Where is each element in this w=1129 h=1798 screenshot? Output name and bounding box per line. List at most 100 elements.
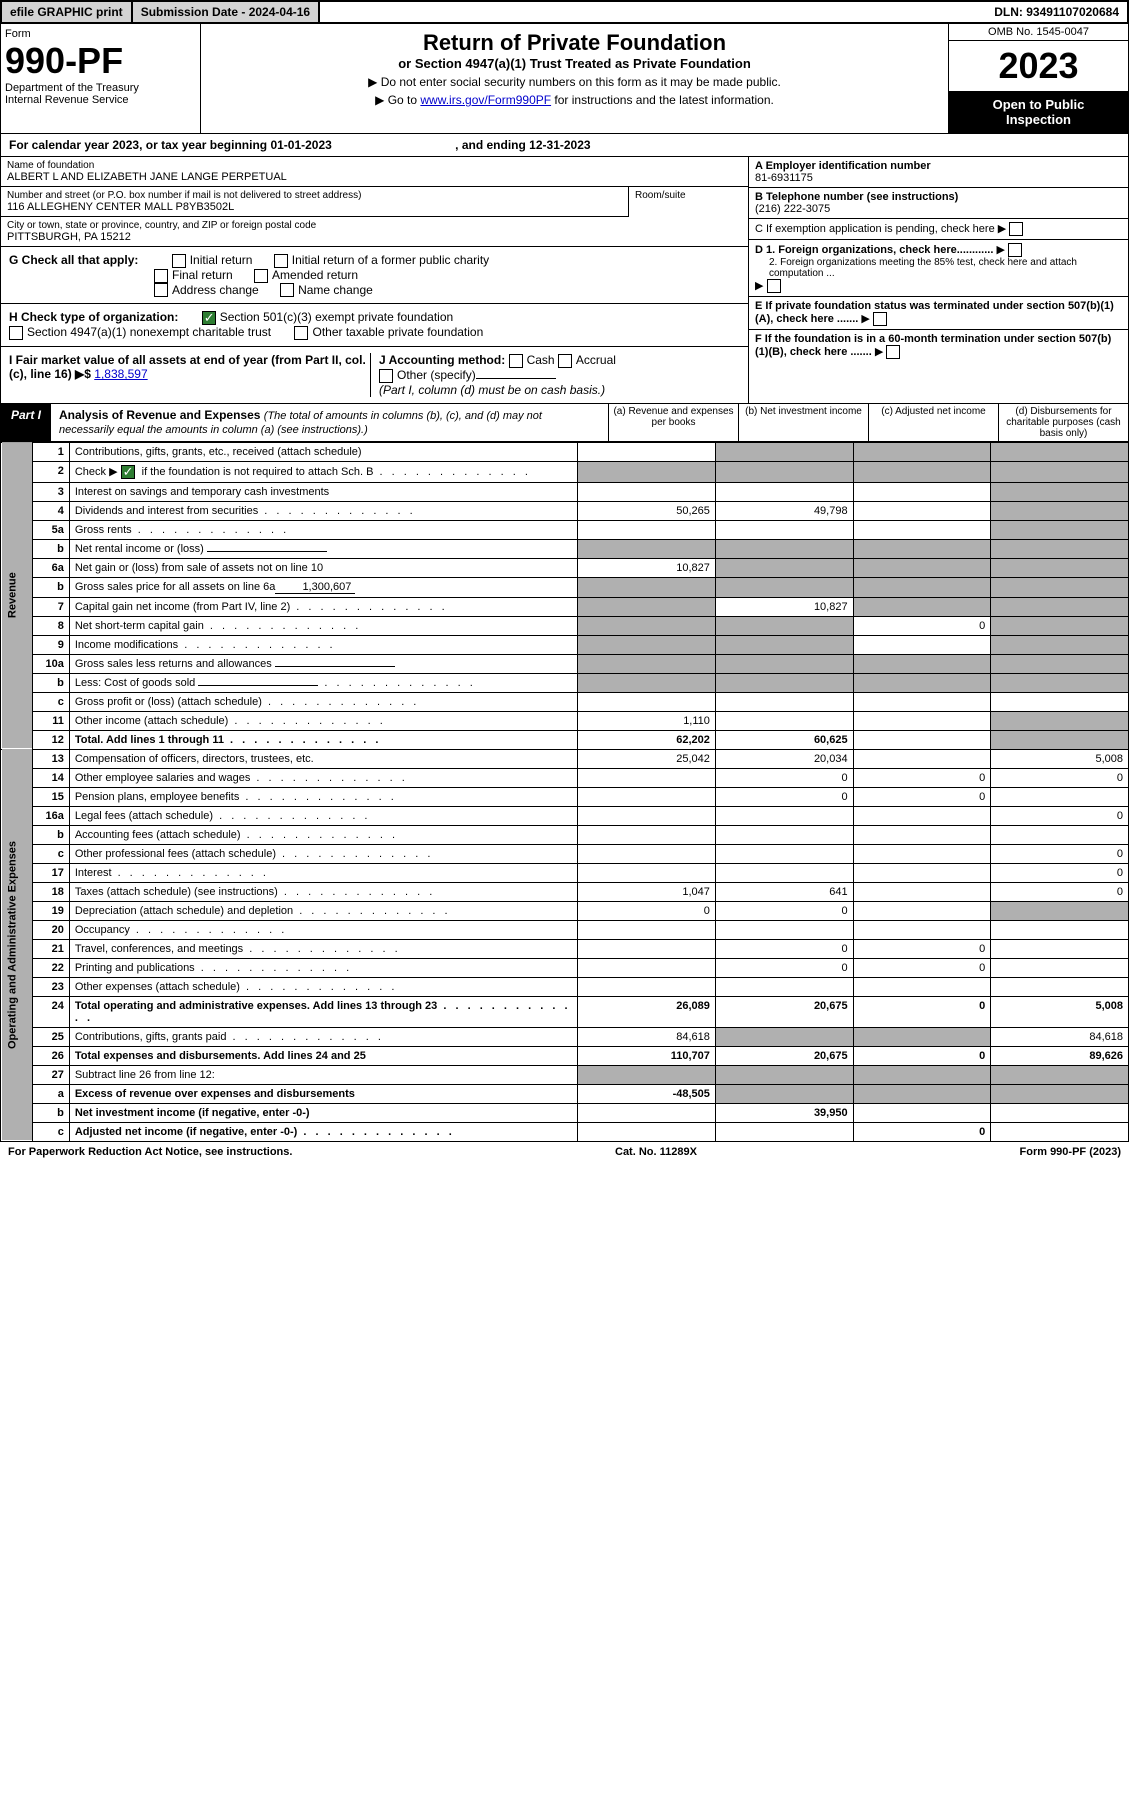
row-desc: Legal fees (attach schedule): [69, 806, 577, 825]
checkbox-other-tax[interactable]: [294, 326, 308, 340]
cell-value: [853, 882, 991, 901]
cell-value: [578, 597, 716, 616]
row-desc: Other income (attach schedule): [69, 711, 577, 730]
checkbox-name[interactable]: [280, 283, 294, 297]
city-label: City or town, state or province, country…: [7, 220, 742, 231]
side-label: Revenue: [1, 442, 33, 749]
cell-value: [991, 461, 1129, 482]
cell-value: [853, 482, 991, 501]
cell-value: [578, 863, 716, 882]
cell-value: 0: [991, 768, 1129, 787]
cell-value: [578, 958, 716, 977]
cell-value: [991, 558, 1129, 577]
checkbox-accrual[interactable]: [558, 354, 572, 368]
checkbox-cash[interactable]: [509, 354, 523, 368]
cell-value: [578, 977, 716, 996]
cell-value: [715, 1065, 853, 1084]
row-num: b: [32, 539, 69, 558]
fmv-value: 1,838,597: [94, 367, 147, 381]
cell-value: [853, 597, 991, 616]
row-desc: Subtract line 26 from line 12:: [69, 1065, 577, 1084]
row-desc: Net short-term capital gain: [69, 616, 577, 635]
row-desc: Less: Cost of goods sold: [69, 673, 577, 692]
row-num: 14: [32, 768, 69, 787]
checkbox-other-acct[interactable]: [379, 369, 393, 383]
checkbox-initial[interactable]: [172, 254, 186, 268]
form-link[interactable]: www.irs.gov/Form990PF: [420, 93, 551, 107]
checkbox-final[interactable]: [154, 269, 168, 283]
row-desc: Contributions, gifts, grants, etc., rece…: [69, 442, 577, 461]
checkbox-address[interactable]: [154, 283, 168, 297]
cell-value: [715, 711, 853, 730]
form-number: 990-PF: [5, 40, 196, 82]
cell-value: [715, 825, 853, 844]
row-num: c: [32, 844, 69, 863]
cell-value: 49,798: [715, 501, 853, 520]
section-d2: 2. Foreign organizations meeting the 85%…: [755, 257, 1122, 279]
efile-label[interactable]: efile GRAPHIC print: [2, 2, 133, 22]
checkbox-c[interactable]: [1009, 222, 1023, 236]
row-desc: Check ▶ if the foundation is not require…: [69, 461, 577, 482]
cell-value: [578, 616, 716, 635]
row-num: 26: [32, 1046, 69, 1065]
cell-value: 89,626: [991, 1046, 1129, 1065]
row-desc: Excess of revenue over expenses and disb…: [69, 1084, 577, 1103]
cell-value: [991, 616, 1129, 635]
part1-header: Part I Analysis of Revenue and Expenses …: [0, 404, 1129, 442]
row-num: 11: [32, 711, 69, 730]
cell-value: [853, 501, 991, 520]
col-a-header: (a) Revenue and expenses per books: [608, 404, 738, 441]
checkbox-d2[interactable]: [767, 279, 781, 293]
row-num: b: [32, 825, 69, 844]
row-desc: Gross sales less returns and allowances: [69, 654, 577, 673]
cell-value: [853, 692, 991, 711]
cell-value: [853, 977, 991, 996]
row-desc: Gross sales price for all assets on line…: [69, 577, 577, 597]
cell-value: [853, 749, 991, 768]
cell-value: 62,202: [578, 730, 716, 749]
cell-value: [715, 806, 853, 825]
checkbox-e[interactable]: [873, 312, 887, 326]
row-desc: Printing and publications: [69, 958, 577, 977]
cell-value: 1,047: [578, 882, 716, 901]
row-num: a: [32, 1084, 69, 1103]
cell-value: [715, 442, 853, 461]
row-num: 19: [32, 901, 69, 920]
cell-value: 5,008: [991, 749, 1129, 768]
cell-value: 26,089: [578, 996, 716, 1027]
cell-value: [578, 654, 716, 673]
cell-value: [853, 539, 991, 558]
checkbox-d1[interactable]: [1008, 243, 1022, 257]
cell-value: [991, 901, 1129, 920]
cell-value: [578, 539, 716, 558]
cell-value: 0: [991, 882, 1129, 901]
form-title: Return of Private Foundation: [207, 30, 942, 56]
checkbox-amended[interactable]: [254, 269, 268, 283]
row-num: 21: [32, 939, 69, 958]
cell-value: 84,618: [991, 1027, 1129, 1046]
cell-value: [853, 442, 991, 461]
cell-value: [991, 958, 1129, 977]
checkbox-initial-public[interactable]: [274, 254, 288, 268]
checkbox-f[interactable]: [886, 345, 900, 359]
row-desc: Total expenses and disbursements. Add li…: [69, 1046, 577, 1065]
cell-value: [991, 520, 1129, 539]
row-num: 22: [32, 958, 69, 977]
cell-value: [715, 461, 853, 482]
row-num: 24: [32, 996, 69, 1027]
calendar-year: For calendar year 2023, or tax year begi…: [0, 134, 1129, 157]
checkbox-501c3[interactable]: [202, 311, 216, 325]
checkbox-4947[interactable]: [9, 326, 23, 340]
row-num: 13: [32, 749, 69, 768]
city-state-zip: PITTSBURGH, PA 15212: [7, 231, 742, 243]
cell-value: [578, 442, 716, 461]
row-desc: Travel, conferences, and meetings: [69, 939, 577, 958]
ein: 81-6931175: [755, 172, 813, 184]
cell-value: [578, 520, 716, 539]
cell-value: [578, 692, 716, 711]
col-b-header: (b) Net investment income: [738, 404, 868, 441]
row-num: 17: [32, 863, 69, 882]
row-desc: Gross profit or (loss) (attach schedule): [69, 692, 577, 711]
row-num: 2: [32, 461, 69, 482]
row-num: 20: [32, 920, 69, 939]
